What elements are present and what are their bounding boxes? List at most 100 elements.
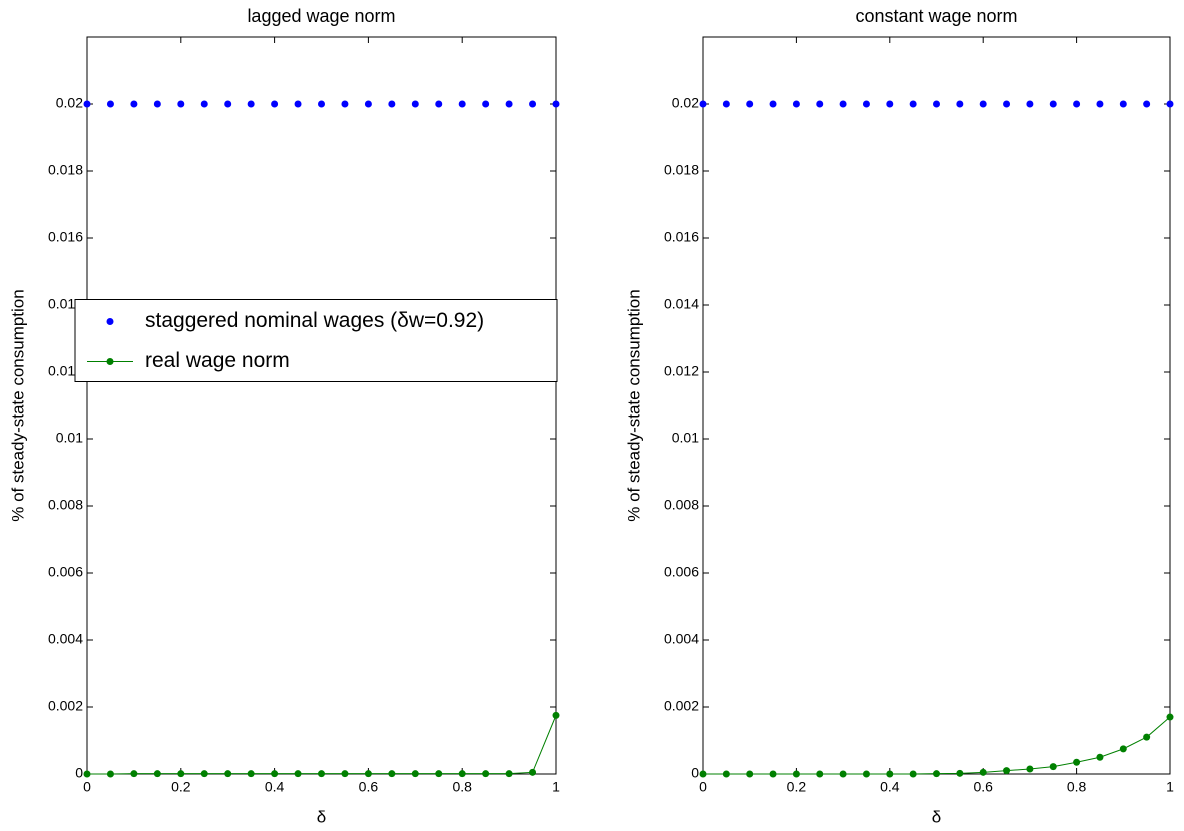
y-axis-label: % of steady-state consumption — [8, 289, 27, 521]
chart: constant wage norm δ % of steady-state con… — [624, 6, 1174, 827]
y-tick-label: 0 — [75, 765, 83, 781]
y-tick-label: 0.006 — [48, 564, 83, 580]
data-point — [177, 100, 185, 108]
data-point — [1143, 733, 1151, 741]
y-tick-label: 0.01 — [672, 430, 699, 446]
data-point — [1119, 100, 1127, 108]
data-point — [529, 768, 537, 776]
y-tick-label: 0.016 — [664, 229, 699, 245]
y-axis-label: % of steady-state consumption — [624, 289, 643, 521]
data-point — [769, 770, 777, 778]
data-point — [909, 770, 917, 778]
y-tick-label: 0.02 — [56, 95, 83, 111]
data-point — [1003, 100, 1011, 108]
data-point — [247, 100, 255, 108]
data-point — [200, 100, 208, 108]
data-point — [1096, 100, 1104, 108]
data-point — [318, 770, 325, 778]
y-tick-label: 0.014 — [664, 296, 699, 312]
data-point — [933, 100, 940, 108]
x-tick-label: 0.4 — [880, 779, 900, 795]
data-point — [933, 770, 940, 778]
data-point — [769, 100, 777, 108]
y-tick-label: 0.012 — [48, 363, 83, 379]
y-tick-label: 0.01 — [56, 430, 83, 446]
x-tick-label: 0.8 — [1067, 779, 1087, 795]
data-point — [318, 100, 325, 108]
x-tick-label: 0.4 — [265, 779, 285, 795]
legend-label: staggered nominal wages (δw=0.92) — [145, 309, 484, 332]
data-point — [388, 100, 396, 108]
y-tick-label: 0 — [691, 765, 699, 781]
data-point — [294, 770, 302, 778]
data-point — [1026, 765, 1034, 773]
y-tick-label: 0.018 — [664, 162, 699, 178]
legend-label: real wage norm — [145, 349, 290, 372]
x-tick-label: 0.2 — [787, 779, 807, 795]
chart-title: lagged wage norm — [247, 6, 395, 26]
data-point — [106, 100, 114, 108]
data-point — [364, 770, 372, 778]
data-point — [177, 770, 185, 778]
data-point — [1026, 100, 1034, 108]
x-tick-label: 0 — [83, 779, 91, 795]
legend: staggered nominal wages (δw=0.92) real wa… — [74, 299, 558, 382]
data-point — [458, 770, 466, 778]
data-point — [746, 100, 754, 108]
data-point — [294, 100, 302, 108]
x-axis-label: δ — [317, 807, 326, 826]
data-point — [224, 770, 232, 778]
data-point — [505, 770, 513, 778]
y-tick-label: 0.002 — [664, 698, 699, 714]
data-point — [411, 770, 419, 778]
y-tick-label: 0.008 — [664, 497, 699, 513]
data-point — [1073, 100, 1081, 108]
legend-marker — [106, 358, 114, 365]
data-point — [862, 770, 870, 778]
data-point — [153, 100, 161, 108]
y-tick-label: 0.014 — [48, 296, 83, 312]
data-point — [458, 100, 466, 108]
data-point — [979, 100, 987, 108]
data-point — [341, 770, 349, 778]
data-point — [435, 770, 443, 778]
chart: lagged wage norm δ % of steady-state consu… — [8, 6, 560, 827]
data-point — [839, 100, 847, 108]
y-tick-label: 0.016 — [48, 229, 83, 245]
data-point — [862, 100, 870, 108]
x-tick-label: 0.6 — [359, 779, 379, 795]
x-axis-label: δ — [932, 807, 941, 826]
data-point — [247, 770, 255, 778]
data-point — [130, 100, 138, 108]
data-point — [1096, 753, 1104, 761]
data-point — [699, 100, 707, 108]
data-point — [130, 770, 138, 778]
data-point — [482, 770, 490, 778]
x-tick-label: 1 — [552, 779, 560, 795]
plot-area — [86, 36, 557, 775]
data-point — [83, 770, 91, 778]
data-point — [341, 100, 349, 108]
y-tick-label: 0.02 — [672, 95, 699, 111]
data-point — [956, 100, 964, 108]
x-tick-label: 1 — [1166, 779, 1174, 795]
data-point — [1073, 758, 1081, 766]
legend-marker — [106, 318, 114, 325]
y-tick-label: 0.004 — [664, 631, 699, 647]
y-tick-label: 0.004 — [48, 631, 83, 647]
data-point — [746, 770, 754, 778]
data-point — [886, 100, 894, 108]
data-point — [816, 770, 824, 778]
data-point — [271, 100, 279, 108]
legend-box — [74, 299, 558, 382]
data-point — [1166, 100, 1174, 108]
data-point — [1119, 745, 1127, 753]
data-point — [200, 770, 208, 778]
y-tick-label: 0.006 — [664, 564, 699, 580]
data-point — [435, 100, 443, 108]
data-point — [722, 100, 730, 108]
data-point — [552, 711, 560, 719]
y-tick-label: 0.002 — [48, 698, 83, 714]
